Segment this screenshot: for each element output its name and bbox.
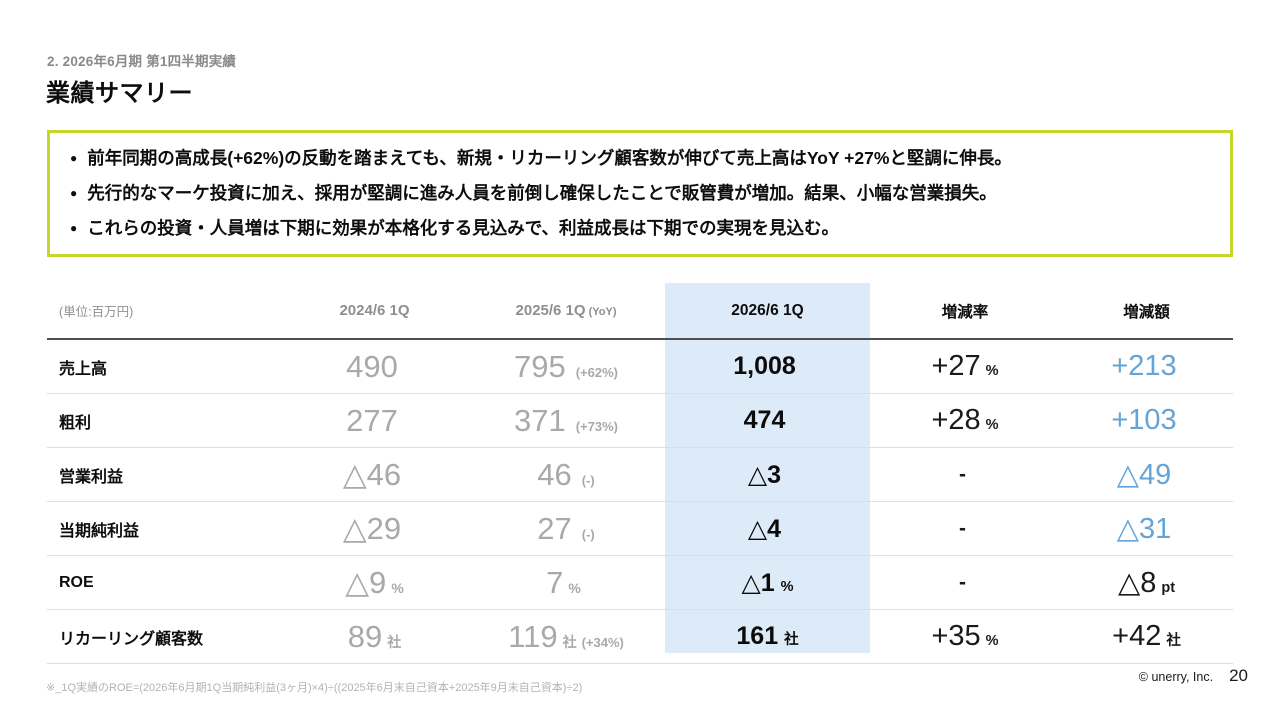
cell-2026: △3 — [747, 460, 782, 489]
footer-right: © unerry, Inc. 20 — [1139, 666, 1248, 686]
col-header-rate: 増減率 — [941, 303, 989, 321]
cell-2025: 795 (+62%) — [513, 348, 618, 384]
col-header-amount: 増減額 — [1123, 303, 1170, 321]
cell-2024: △46 — [342, 456, 402, 492]
table-row-gross-profit: 粗利 277 371 (+73%) 474 +28% +103 — [47, 394, 1233, 448]
col-header-2026: 2026/6 1Q — [731, 301, 804, 319]
copyright: © unerry, Inc. — [1138, 670, 1214, 684]
cell-rate: +28% — [931, 404, 999, 436]
row-label: リカーリング顧客数 — [59, 630, 204, 648]
cell-2024: 490 — [346, 348, 398, 384]
row-label: ROE — [59, 573, 94, 591]
cell-amount: △8 pt — [1117, 567, 1176, 599]
table-row-revenue: 売上高 490 795 (+62%) 1,008 +27% +213 — [47, 340, 1233, 394]
summary-bullet-text: 前年同期の高成長(+62%)の反動を踏まえても、新規・リカーリング顧客数が伸びて… — [87, 147, 1012, 168]
cell-2025: 119 社 (+34%) — [508, 618, 624, 654]
cell-amount: +213 — [1111, 350, 1177, 382]
current-quarter-highlight — [665, 283, 870, 653]
page-number: 20 — [1229, 666, 1248, 685]
cell-rate: - — [959, 462, 966, 486]
cell-2025: 7% — [546, 564, 581, 600]
cell-2025: 371 (+73%) — [513, 402, 618, 438]
table-row-net-profit: 当期純利益 △29 27 (-) △4 - △31 — [47, 502, 1233, 556]
table-row-roe: ROE △9% 7% △1% - △8 pt — [47, 556, 1233, 610]
cell-2025: 27 (-) — [537, 510, 595, 546]
cell-amount: △49 — [1116, 459, 1172, 491]
cell-2026: 161 社 — [736, 622, 799, 650]
cell-rate: +35% — [931, 620, 999, 652]
summary-bullet-1: ● 前年同期の高成長(+62%)の反動を踏まえても、新規・リカーリング顧客数が伸… — [64, 148, 1216, 170]
summary-bullet-3: ● これらの投資・人員増は下期に効果が本格化する見込みで、利益成長は下期での実現… — [64, 218, 1216, 240]
cell-amount: △31 — [1116, 513, 1172, 545]
bullet-icon: ● — [70, 186, 78, 200]
bullet-icon: ● — [70, 151, 78, 165]
results-table: (単位:百万円) 2024/6 1Q 2025/6 1Q (YoY) 2026/6… — [47, 283, 1233, 664]
summary-bullet-2: ● 先行的なマーケ投資に加え、採用が堅調に進み人員を前倒し確保したことで販管費が… — [64, 183, 1216, 205]
cell-rate: - — [959, 570, 966, 594]
table-row-operating-profit: 営業利益 △46 46 (-) △3 - △49 — [47, 448, 1233, 502]
col-header-2025-yoy: (YoY) — [588, 306, 617, 318]
summary-highlight-box: ● 前年同期の高成長(+62%)の反動を踏まえても、新規・リカーリング顧客数が伸… — [47, 130, 1233, 257]
cell-2024: 89 社 — [347, 618, 402, 654]
col-header-2024: 2024/6 1Q — [339, 302, 410, 319]
section-kicker: 2. 2026年6月期 第1四半期実績 — [47, 54, 237, 69]
cell-2024: △29 — [342, 510, 402, 546]
summary-bullet-text: これらの投資・人員増は下期に効果が本格化する見込みで、利益成長は下期での実現を見… — [87, 217, 840, 238]
table-header-row: (単位:百万円) 2024/6 1Q 2025/6 1Q (YoY) 2026/6… — [47, 283, 1233, 340]
table-row-recurring-customers: リカーリング顧客数 89 社 119 社 (+34%) 161 社 +35% +42 社 — [47, 610, 1233, 664]
unit-note: (単位:百万円) — [59, 305, 134, 319]
cell-2026: 474 — [743, 406, 786, 434]
summary-bullet-text: 先行的なマーケ投資に加え、採用が堅調に進み人員を前倒し確保したことで販管費が増加… — [87, 182, 997, 203]
cell-2025: 46 (-) — [537, 456, 595, 492]
cell-amount: +42 社 — [1112, 620, 1181, 652]
cell-rate: - — [959, 516, 966, 540]
row-label: 売上高 — [59, 360, 108, 378]
row-label: 当期純利益 — [59, 522, 140, 540]
cell-2026: 1,008 — [733, 352, 796, 380]
cell-amount: +103 — [1111, 404, 1177, 436]
roe-footnote: ※_1Q実績のROE=(2026年6月期1Q当期純利益(3ヶ月)×4)÷((20… — [46, 682, 583, 694]
cell-2026: △4 — [747, 514, 782, 543]
cell-2026: △1% — [741, 568, 794, 597]
cell-rate: +27% — [931, 350, 999, 382]
cell-2024: △9% — [345, 564, 404, 600]
col-header-2025: 2025/6 1Q (YoY) — [467, 302, 665, 319]
col-header-2025-main: 2025/6 1Q — [515, 302, 586, 319]
page-title: 業績サマリー — [46, 80, 193, 107]
bullet-icon: ● — [70, 221, 78, 235]
row-label: 営業利益 — [59, 468, 124, 486]
cell-2024: 277 — [346, 402, 398, 438]
row-label: 粗利 — [59, 414, 92, 432]
